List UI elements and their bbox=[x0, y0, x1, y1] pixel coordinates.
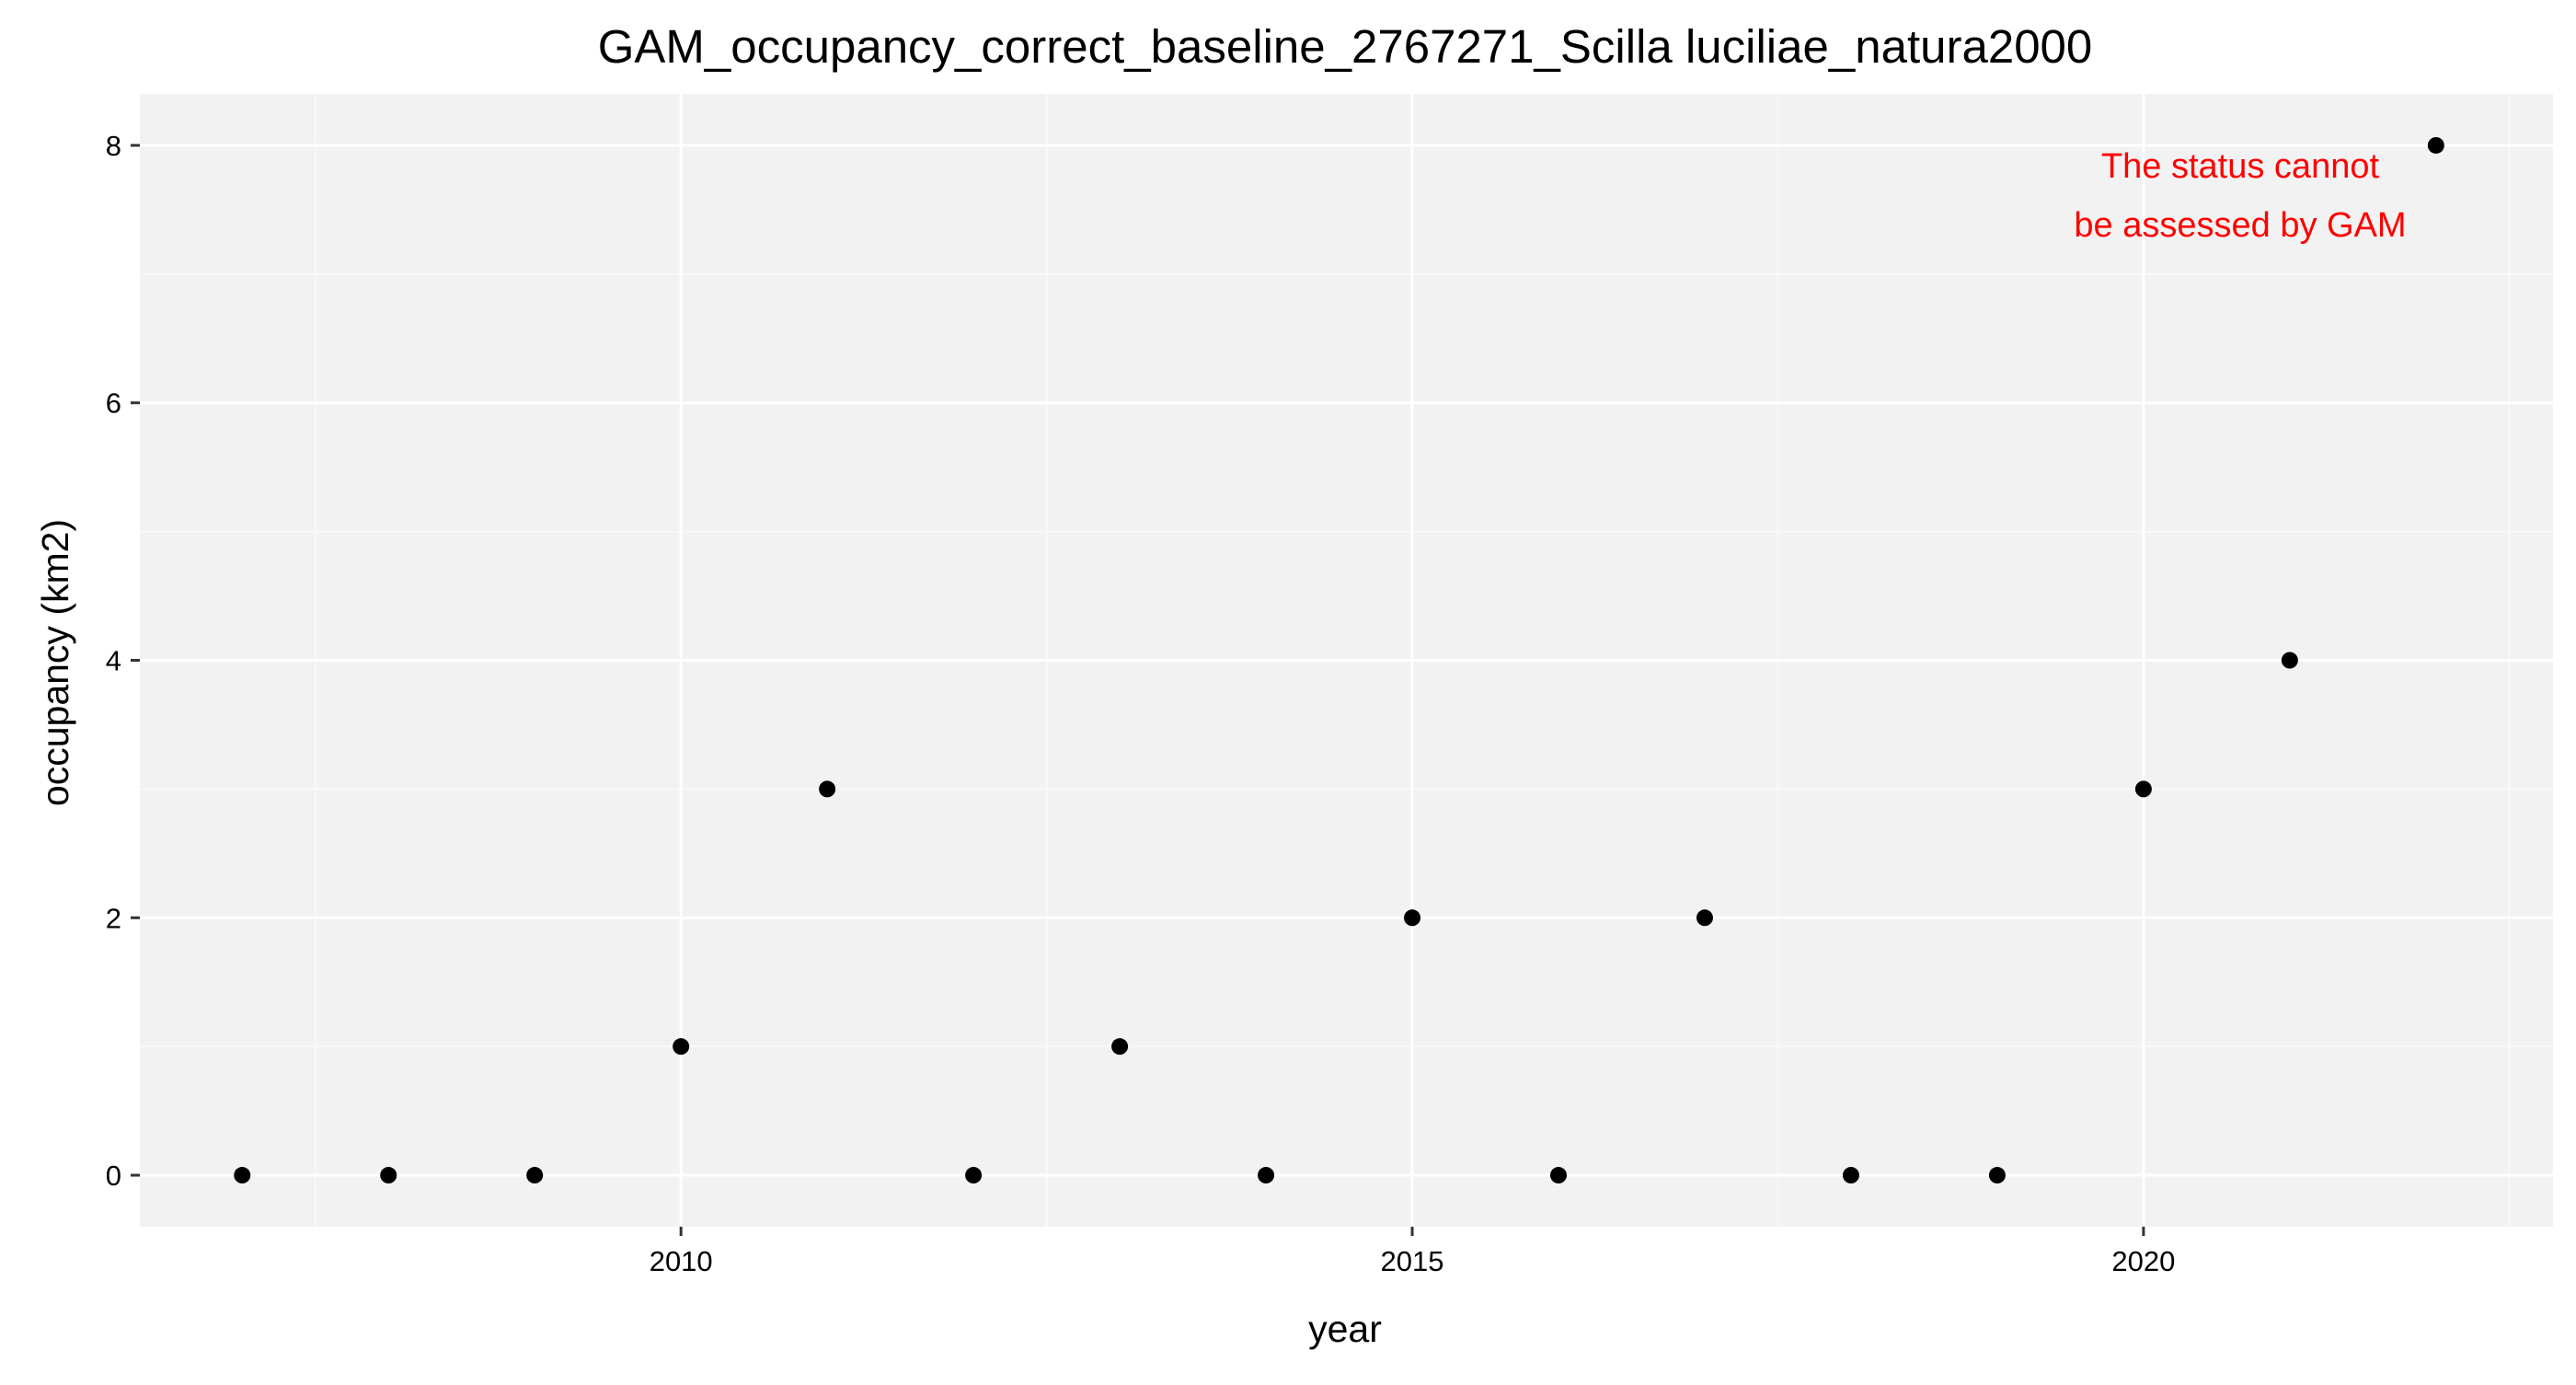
data-point bbox=[1111, 1038, 1129, 1056]
data-point bbox=[380, 1167, 397, 1184]
data-point bbox=[1550, 1167, 1568, 1184]
y-tick-label: 8 bbox=[106, 130, 121, 162]
data-points bbox=[234, 136, 2444, 1184]
x-tick-label: 2010 bbox=[650, 1245, 713, 1277]
y-tick-label: 2 bbox=[106, 902, 121, 934]
x-tick-label: 2015 bbox=[1381, 1245, 1444, 1277]
axis-ticks: 2010 2015 2020 0 2 4 6 8 bbox=[106, 130, 2176, 1277]
chart-title: GAM_occupancy_correct_baseline_2767271_S… bbox=[598, 20, 2093, 73]
y-tick-label: 6 bbox=[106, 387, 121, 420]
annotation-line-2: be assessed by GAM bbox=[2074, 206, 2406, 245]
data-point bbox=[1988, 1167, 2006, 1184]
data-point bbox=[673, 1038, 690, 1056]
data-point bbox=[2134, 780, 2152, 798]
data-point bbox=[234, 1167, 251, 1184]
y-axis-label: occupancy (km2) bbox=[34, 519, 76, 806]
data-point bbox=[819, 780, 836, 798]
data-point bbox=[526, 1167, 544, 1184]
data-point bbox=[965, 1167, 983, 1184]
data-point bbox=[1842, 1167, 1859, 1184]
data-point bbox=[1258, 1167, 1275, 1184]
y-tick-label: 0 bbox=[106, 1160, 121, 1192]
data-point bbox=[2281, 652, 2298, 669]
x-axis-label: year bbox=[1308, 1308, 1382, 1350]
status-annotation: The status cannot be assessed by GAM bbox=[2074, 147, 2406, 245]
x-tick-label: 2020 bbox=[2111, 1245, 2175, 1277]
annotation-line-1: The status cannot bbox=[2101, 147, 2380, 186]
data-point bbox=[1696, 909, 1713, 927]
data-point bbox=[1404, 909, 1421, 927]
y-tick-label: 4 bbox=[106, 645, 121, 677]
data-point bbox=[2427, 136, 2444, 154]
grid-lines bbox=[140, 94, 2553, 1227]
